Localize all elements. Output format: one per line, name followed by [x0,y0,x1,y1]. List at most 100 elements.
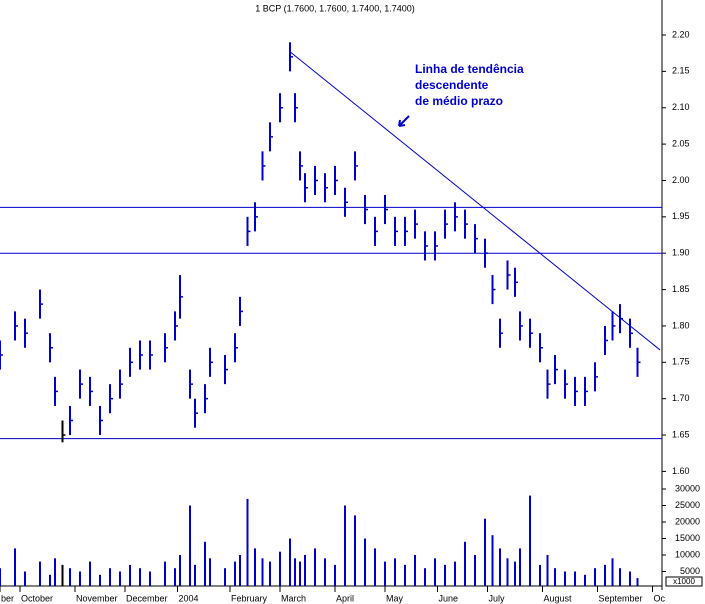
x-tick-label: April [336,593,354,603]
volume-bar [334,564,336,586]
volume-bar [464,541,466,586]
volume-bar [394,558,396,586]
x-tick-label: December [126,593,168,603]
volume-bar [299,561,301,586]
volume-bar [529,495,531,586]
volume-bar [314,548,316,586]
volume-bar [364,538,366,586]
y-tick-label: 1.60 [672,466,690,476]
x-tick-label: June [439,593,459,603]
volume-bar [454,561,456,586]
annotation-arrow [398,115,410,127]
volume-bar [49,574,51,586]
volume-bar [209,558,211,586]
volume-bar [434,558,436,586]
volume-bar [99,574,101,586]
volume-bar [79,571,81,586]
volume-bar [246,498,249,586]
volume-bar [404,564,406,586]
volume-bar [546,555,549,586]
trend-line [289,51,661,351]
y-tick-label: 2.10 [672,102,690,112]
volume-bar [54,558,56,586]
x-tick-label: February [231,593,268,603]
volume-bar [354,515,356,586]
x-tick-label: October [21,593,53,603]
volume-bar [424,568,426,586]
y-tick-label: 1.95 [672,211,690,221]
volume-bar [224,568,226,586]
volume-bar [129,564,131,586]
volume-bar [514,561,516,586]
volume-bar [189,505,191,586]
annotation: Linha de tendência [415,62,524,76]
volume-bar [239,555,241,586]
annotation: descendente [415,78,489,92]
volume-bar [254,548,256,586]
y-tick-label: 1.90 [672,248,690,258]
volume-bar [499,548,501,586]
y-tick-label: 1.85 [672,284,690,294]
volume-bar [89,561,91,586]
volume-bar [179,555,181,586]
volume-bar [611,558,614,586]
volume-bar [554,568,556,586]
volume-bar [204,541,206,586]
y-tick-label: 1.80 [672,320,690,330]
volume-bar [374,548,376,586]
volume-bar [414,555,416,586]
unit-box [665,576,703,587]
volume-bar [109,568,111,586]
y2-tick-label: 25000 [675,500,700,510]
volume-bar [539,564,541,586]
x-tick-label: 2004 [179,593,199,603]
volume-bar [294,558,296,586]
volume-bar [604,564,606,586]
volume-bar [194,564,196,586]
volume-bar [619,568,621,586]
y-tick-label: 1.70 [672,393,690,403]
volume-bar [484,518,486,586]
y-tick-label: 1.75 [672,357,690,367]
x-tick-label: March [281,593,306,603]
volume-bar [234,561,236,586]
y2-tick-label: 15000 [675,533,700,543]
y-tick-label: 1.65 [672,429,690,439]
volume-bar [119,571,121,586]
volume-bar [279,551,281,586]
volume-bar [269,561,271,586]
volume-bar [174,568,176,586]
volume-bar [506,558,509,586]
volume-bar [164,561,166,586]
x-tick-label: July [489,593,506,603]
y2-unit: x1000 [673,577,695,586]
x-tick-label: May [386,593,404,603]
y2-tick-label: 30000 [675,483,700,493]
volume-bar [474,555,476,586]
volume-bar [491,535,494,586]
volume-bar [289,538,291,586]
chart-title: 1 BCP (1.7600, 1.7600, 1.7400, 1.7400) [255,3,414,13]
volume-bar [584,574,586,586]
x-tick-label: Oc [654,593,666,603]
volume-bar [594,568,596,586]
volume-bar [149,571,151,586]
x-tick-label: August [544,593,573,603]
x-tick-label: November [76,593,118,603]
volume-bar [384,561,386,586]
y-tick-label: 2.15 [672,66,690,76]
volume-bar [344,505,346,586]
volume-bar [304,555,306,586]
volume-bar [519,548,521,586]
y2-tick-label: 5000 [680,566,700,576]
y2-tick-label: 20000 [675,516,700,526]
volume-bar [14,548,16,586]
volume-bar [574,571,576,586]
x-tick-label: September [599,593,643,603]
volume-bar [61,564,64,586]
volume-bar [139,568,141,586]
y2-tick-label: 10000 [675,549,700,559]
volume-bar [564,571,566,586]
volume-bar [444,564,446,586]
